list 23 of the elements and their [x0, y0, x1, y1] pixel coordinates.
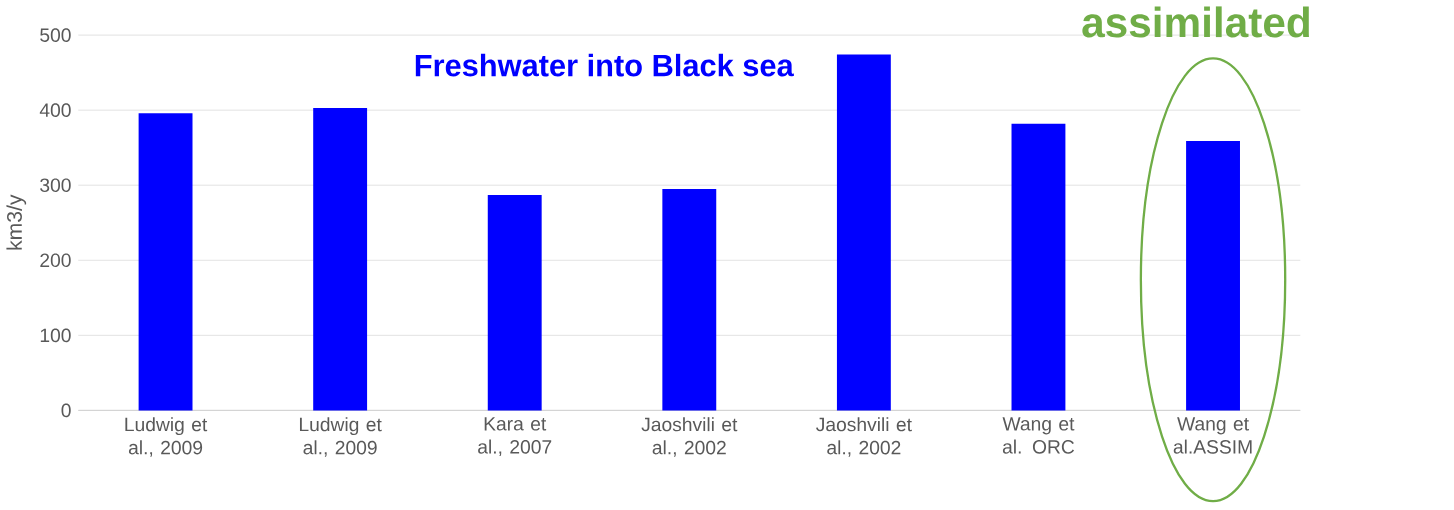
y-tick-label: 500: [40, 28, 71, 42]
y-tick-label: 300: [40, 178, 71, 192]
y-tick-label: 200: [40, 253, 71, 267]
y-tick-label: 0: [61, 403, 71, 417]
bar: [313, 107, 368, 411]
x-tick-label: Wang et al. ORC: [1002, 416, 1075, 454]
chart-title: Freshwater into Black sea: [415, 53, 794, 77]
bar: [138, 112, 193, 411]
bar: [1186, 140, 1240, 411]
annotation: assimilated: [1082, 6, 1309, 38]
x-tick-label: Ludwig et al., 2009: [299, 416, 382, 457]
y-axis-title: km3/y: [6, 194, 27, 250]
bar: [836, 54, 891, 411]
bar: [487, 194, 542, 411]
x-tick-label: Wang et al.ASSIM: [1173, 416, 1252, 454]
x-tick-label: Jaoshvili et al., 2002: [641, 416, 738, 457]
y-tick-label: 100: [40, 328, 71, 342]
x-tick-label: Jaoshvili et al., 2002: [816, 416, 912, 457]
bar: [662, 188, 717, 411]
bar: [1011, 123, 1066, 411]
x-tick-label: Ludwig et al., 2009: [125, 416, 208, 457]
x-tick-label: Kara et al., 2007: [478, 416, 552, 456]
y-tick-label: 400: [39, 103, 71, 117]
